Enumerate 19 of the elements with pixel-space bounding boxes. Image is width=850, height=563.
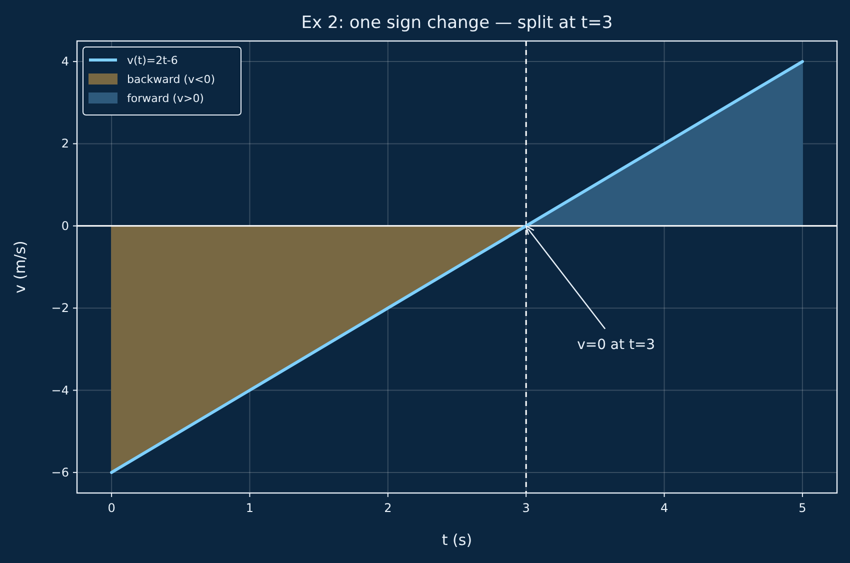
annotation: v=0 at t=3 bbox=[577, 336, 656, 353]
chart-title: Ex 2: one sign change — split at t=3 bbox=[301, 13, 613, 33]
y-axis-title: v (m/s) bbox=[11, 240, 29, 294]
y-tick-label: −2 bbox=[51, 301, 69, 316]
y-tick-label: −4 bbox=[51, 383, 69, 398]
x-tick-label: 4 bbox=[660, 501, 668, 515]
x-tick-label: 0 bbox=[108, 501, 116, 515]
y-tick-label: −6 bbox=[51, 465, 69, 480]
x-tick-label: 3 bbox=[522, 501, 530, 515]
y-tick-label: 4 bbox=[61, 54, 69, 69]
legend-label: v(t)=2t-6 bbox=[127, 54, 178, 67]
x-tick-label: 2 bbox=[384, 501, 392, 515]
x-axis-title: t (s) bbox=[442, 531, 472, 549]
x-tick-label: 1 bbox=[246, 501, 254, 515]
x-tick-label: 5 bbox=[798, 501, 806, 515]
legend-label: forward (v>0) bbox=[127, 92, 204, 105]
y-tick-label: 0 bbox=[61, 218, 69, 233]
y-tick-label: 2 bbox=[61, 136, 69, 151]
legend-label: backward (v<0) bbox=[127, 73, 215, 86]
